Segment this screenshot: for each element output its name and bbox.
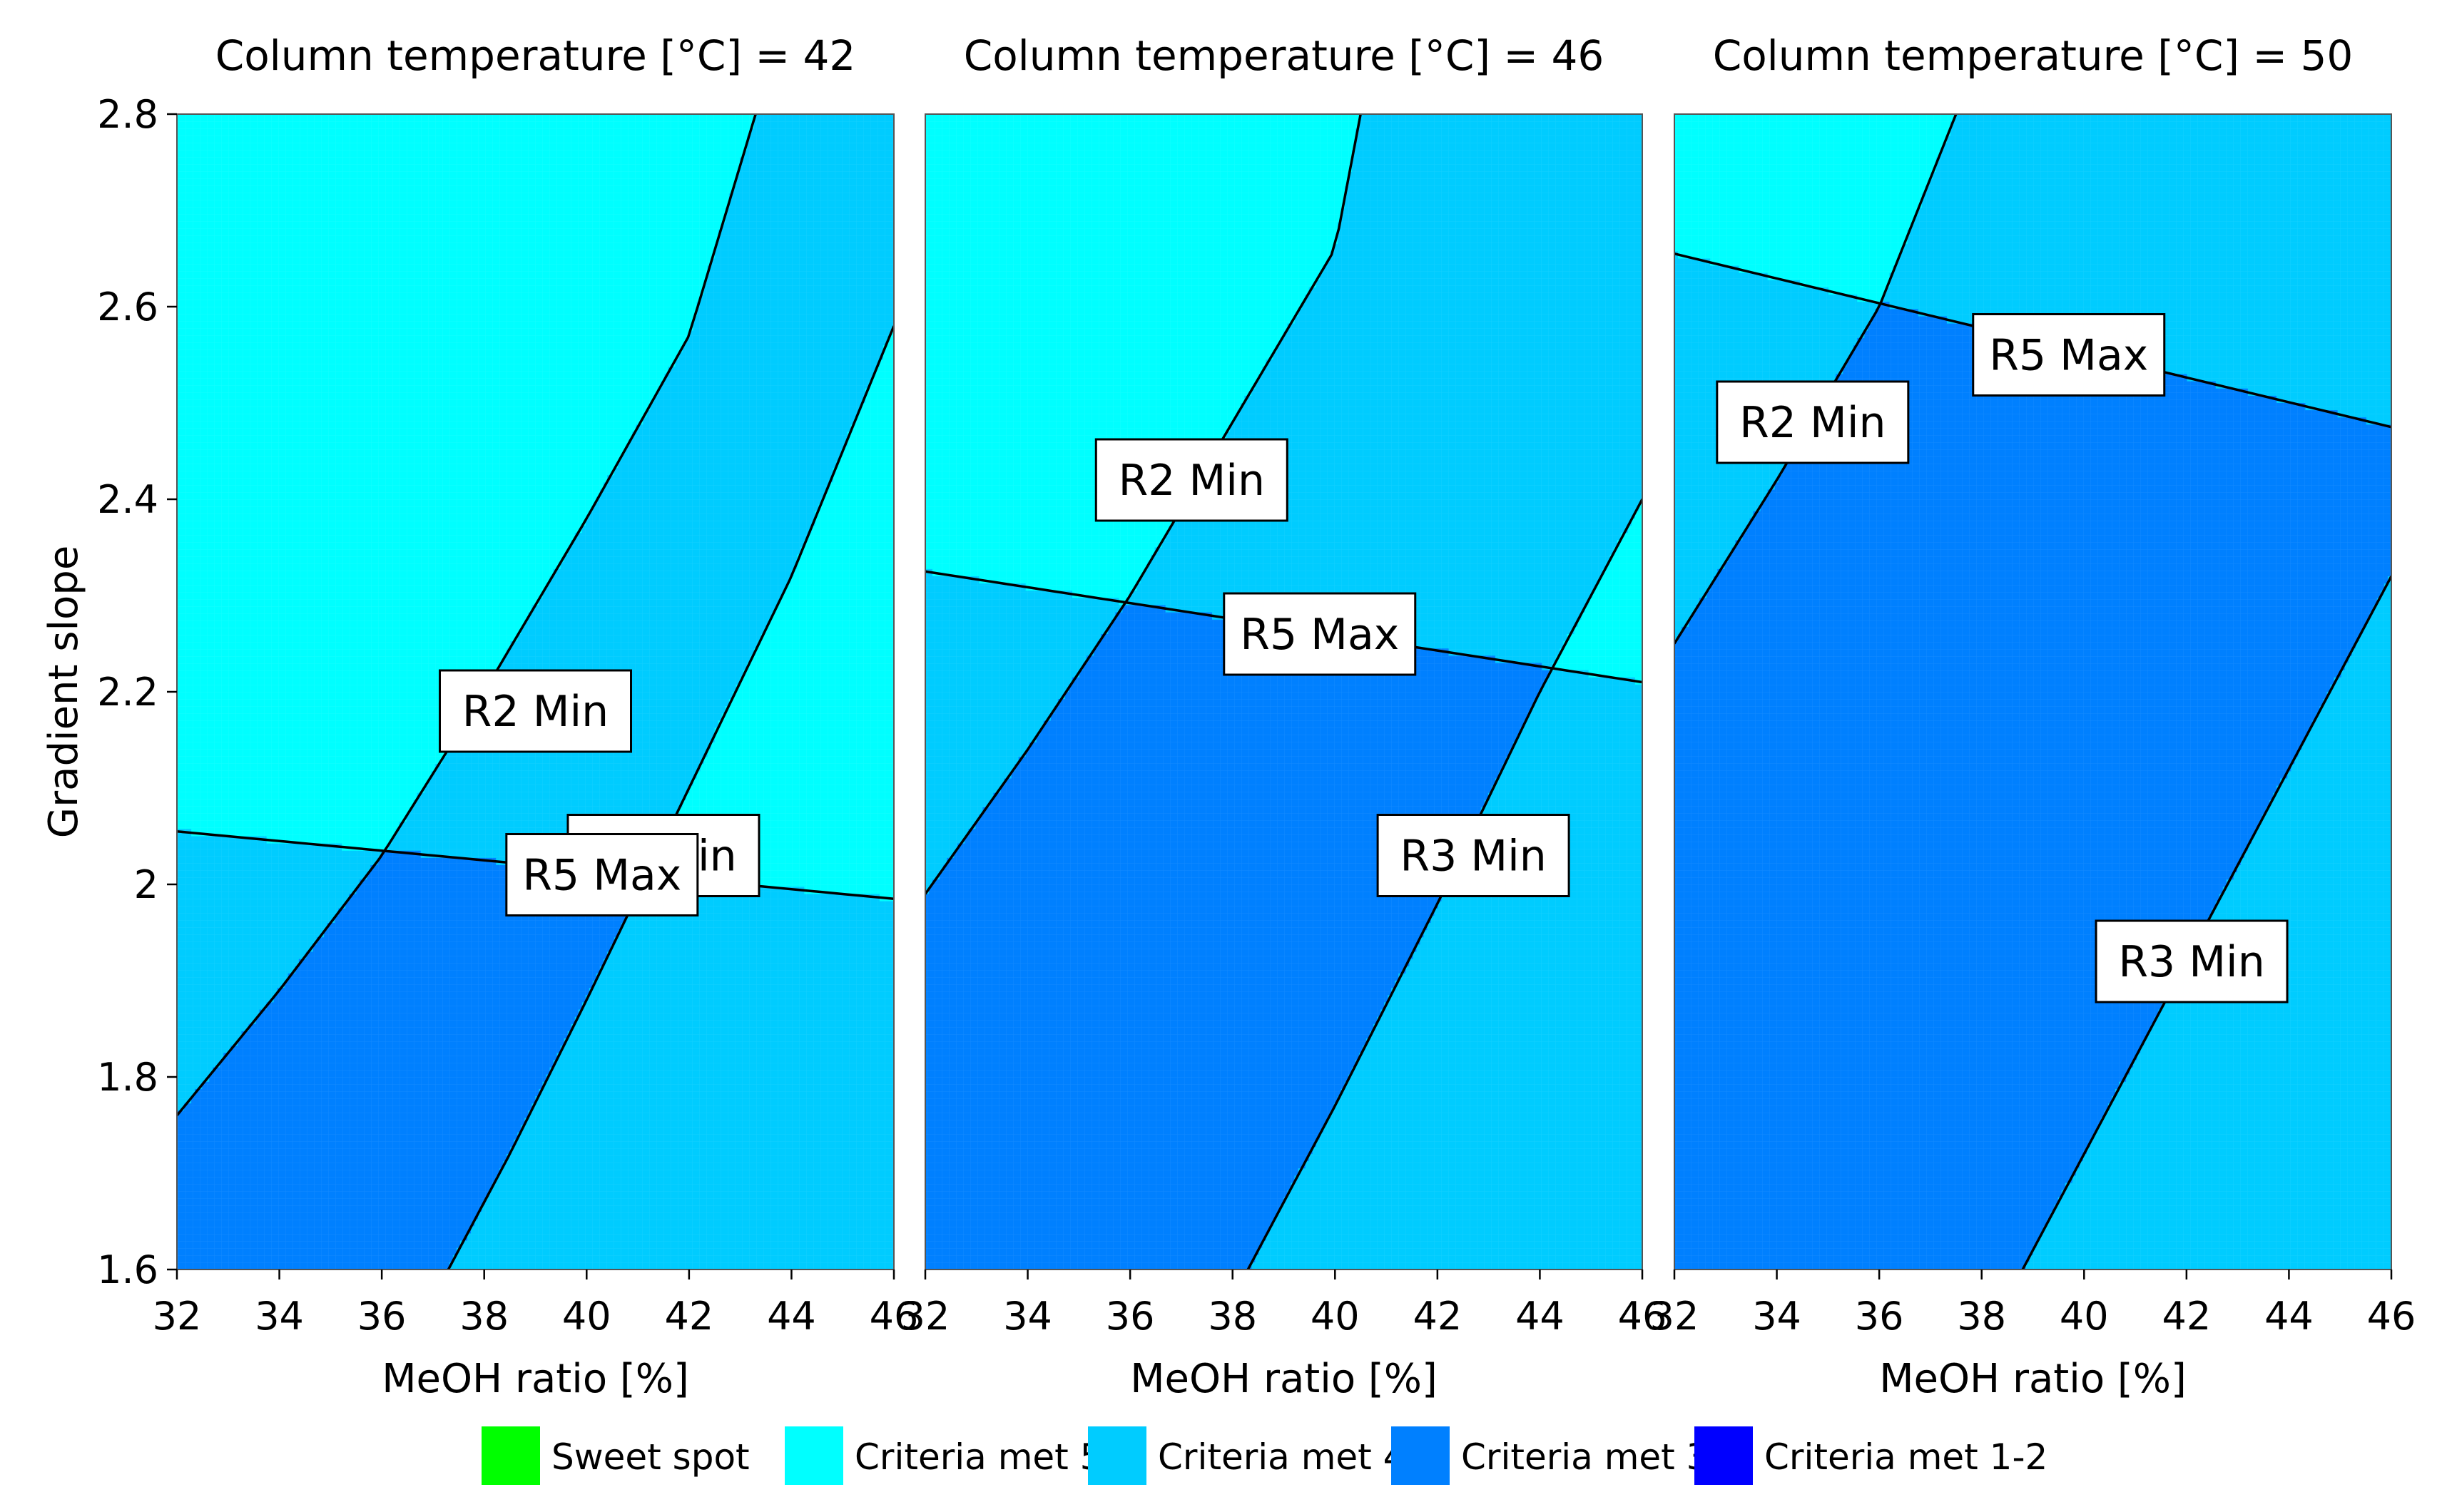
y-tick-label: 2.8 xyxy=(97,92,158,137)
plot-frame xyxy=(925,113,1643,1270)
x-tick-label: 34 xyxy=(255,1294,304,1339)
x-tick-label: 46 xyxy=(1618,1294,1667,1339)
contour-label-r5-max: R5 Max xyxy=(1223,592,1417,676)
panel-title: Column temperature [°C] = 42 xyxy=(215,31,856,80)
legend-label: Sweet spot xyxy=(551,1436,750,1478)
y-tick-label: 2.6 xyxy=(97,285,158,330)
y-tick-label: 1.6 xyxy=(97,1247,158,1292)
contour-label-box xyxy=(1094,438,1288,522)
contour-label-text: R2 Min xyxy=(1739,398,1886,448)
contour-label-r3-min: R3 Min xyxy=(1376,814,1570,897)
contour-label-box xyxy=(1223,592,1417,676)
x-tick-label: 42 xyxy=(1413,1294,1462,1339)
contour-label-r2-min: R2 Min xyxy=(1716,380,1910,464)
y-tick-label: 2.2 xyxy=(97,670,158,715)
contour-label-text: R2 Min xyxy=(462,687,609,737)
x-tick-label: 36 xyxy=(1106,1294,1155,1339)
contour-label-text: R5 Max xyxy=(1240,610,1399,660)
legend-item: Sweet spot xyxy=(482,1426,750,1485)
grid-overlay xyxy=(1674,114,2391,1270)
grid-overlay xyxy=(925,114,1642,1270)
x-axis-label: MeOH ratio [%] xyxy=(1130,1356,1438,1402)
legend-swatch xyxy=(1694,1426,1753,1485)
x-tick-label: 32 xyxy=(901,1294,950,1339)
legend: Sweet spot Criteria met 5 Criteria met 4 Cr… xyxy=(482,1426,2047,1485)
panel-2: R2 Min R3 Min R5 Max Column temperature [°C… xyxy=(901,31,1667,1402)
legend-item: Criteria met 4 xyxy=(1088,1426,1406,1485)
x-tick-label: 38 xyxy=(1208,1294,1257,1339)
y-tick-label: 2.4 xyxy=(97,477,158,522)
contour-label-text: R3 Min xyxy=(2118,937,2264,987)
contour-label-box xyxy=(2095,919,2289,1003)
x-tick-label: 42 xyxy=(664,1294,713,1339)
legend-item: Criteria met 1-2 xyxy=(1694,1426,2047,1485)
contour-label-r3-min: R3 Min xyxy=(2095,919,2289,1003)
legend-label: Criteria met 5 xyxy=(855,1436,1103,1478)
legend-swatch xyxy=(1391,1426,1450,1485)
contour-label-r2-min: R2 Min xyxy=(1094,438,1288,522)
x-tick-label: 44 xyxy=(1515,1294,1565,1339)
legend-swatch xyxy=(785,1426,843,1485)
legend-item: Criteria met 3 xyxy=(1391,1426,1709,1485)
x-tick-label: 46 xyxy=(870,1294,919,1339)
contour-label-r5-max: R5 Max xyxy=(1972,313,2166,397)
x-tick-label: 42 xyxy=(2162,1294,2211,1339)
legend-label: Criteria met 4 xyxy=(1158,1436,1406,1478)
x-tick-label: 32 xyxy=(153,1294,202,1339)
legend-swatch xyxy=(482,1426,540,1485)
panel-title: Column temperature [°C] = 46 xyxy=(964,31,1604,80)
x-tick-label: 40 xyxy=(2060,1294,2109,1339)
x-tick-label: 38 xyxy=(1957,1294,2006,1339)
x-tick-label: 40 xyxy=(1311,1294,1360,1339)
x-tick-label: 40 xyxy=(562,1294,611,1339)
contour-label-text: R2 Min xyxy=(1119,456,1265,506)
contour-label-text: R5 Max xyxy=(1989,331,2148,381)
contour-label-box xyxy=(505,833,699,916)
boundary-r2-min xyxy=(925,114,1362,895)
y-axis-label: Gradient slope xyxy=(41,546,87,839)
x-tick-label: 38 xyxy=(459,1294,509,1339)
x-axis-label: MeOH ratio [%] xyxy=(1879,1356,2187,1402)
x-tick-label: 32 xyxy=(1650,1294,1699,1339)
x-axis-label: MeOH ratio [%] xyxy=(382,1356,689,1402)
contour-label-box xyxy=(1716,380,1910,464)
contour-label-r5-max: R5 Max xyxy=(505,833,699,916)
legend-label: Criteria met 1-2 xyxy=(1764,1436,2047,1478)
legend-item: Criteria met 5 xyxy=(785,1426,1103,1485)
y-tick-label: 1.8 xyxy=(97,1055,158,1100)
x-tick-label: 34 xyxy=(1752,1294,1801,1339)
x-tick-label: 46 xyxy=(2367,1294,2416,1339)
x-tick-label: 44 xyxy=(767,1294,816,1339)
contour-label-box xyxy=(1376,814,1570,897)
panels: R2 Min R3 Min R5 Max Column temperature [°C… xyxy=(41,31,2416,1402)
y-tick-label: 2 xyxy=(134,862,158,907)
panel-title: Column temperature [°C] = 50 xyxy=(1713,31,2354,80)
x-tick-label: 44 xyxy=(2264,1294,2314,1339)
plot-frame xyxy=(1674,113,2392,1270)
contour-label-text: R5 Max xyxy=(522,851,681,901)
legend-swatch xyxy=(1088,1426,1146,1485)
legend-label: Criteria met 3 xyxy=(1461,1436,1709,1478)
panel-3: R2 Min R3 Min R5 Max Column temperature [°C… xyxy=(1650,31,2416,1402)
contour-label-r2-min: R2 Min xyxy=(439,669,632,753)
x-tick-label: 36 xyxy=(357,1294,407,1339)
contour-label-box xyxy=(439,669,632,753)
x-tick-label: 34 xyxy=(1003,1294,1052,1339)
contour-label-text: R3 Min xyxy=(1400,832,1546,882)
contour-label-box xyxy=(1972,313,2166,397)
x-tick-label: 36 xyxy=(1855,1294,1904,1339)
